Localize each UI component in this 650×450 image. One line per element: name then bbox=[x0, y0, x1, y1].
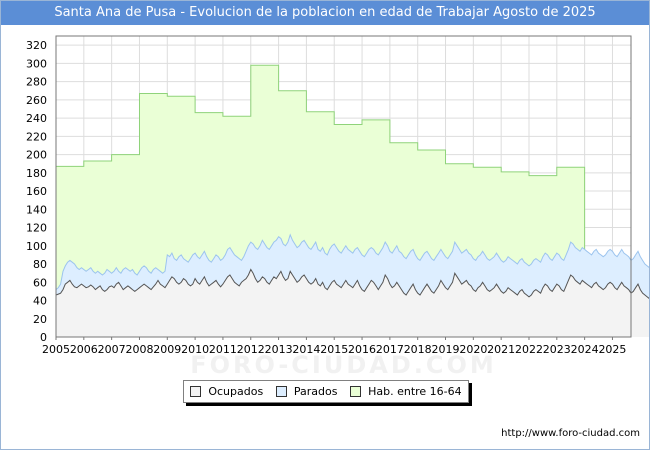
y-tick-label: 300 bbox=[26, 57, 47, 70]
x-tick-label: 2025 bbox=[598, 343, 626, 356]
x-tick-label: 2005 bbox=[42, 343, 70, 356]
ocupados-line bbox=[55, 268, 649, 299]
y-tick-label: 240 bbox=[26, 112, 47, 125]
y-tick-label: 180 bbox=[26, 167, 47, 180]
hab-line bbox=[56, 64, 586, 250]
y-tick-label: 80 bbox=[33, 258, 47, 271]
y-tick-label: 20 bbox=[33, 313, 47, 326]
y-tick-label: 280 bbox=[26, 76, 47, 89]
y-tick-label: 200 bbox=[26, 149, 47, 162]
y-tick-label: 220 bbox=[26, 130, 47, 143]
x-tick-label: 2021 bbox=[487, 343, 515, 356]
y-tick-label: 60 bbox=[33, 276, 47, 289]
x-tick-label: 2006 bbox=[70, 343, 98, 356]
y-tick-label: 320 bbox=[26, 39, 47, 52]
legend-label-ocupados: Ocupados bbox=[208, 385, 264, 398]
legend-item-hab: Hab. entre 16-64 bbox=[350, 385, 462, 398]
legend-label-hab: Hab. entre 16-64 bbox=[368, 385, 462, 398]
ocupados-area bbox=[56, 269, 649, 337]
y-tick-label: 160 bbox=[26, 185, 47, 198]
x-tick-label: 2012 bbox=[237, 343, 265, 356]
x-tick-label: 2022 bbox=[515, 343, 543, 356]
x-tick-label: 2018 bbox=[404, 343, 432, 356]
y-tick-label: 140 bbox=[26, 203, 47, 216]
chart-title: Santa Ana de Pusa - Evolucion de la pobl… bbox=[1, 1, 649, 25]
x-tick-label: 2010 bbox=[181, 343, 209, 356]
y-tick-label: 260 bbox=[26, 94, 47, 107]
x-tick-label: 2014 bbox=[292, 343, 320, 356]
watermark: FORO-CIUDAD.COM bbox=[190, 351, 497, 379]
x-tick-label: 2024 bbox=[571, 343, 599, 356]
x-tick-label: 2017 bbox=[376, 343, 404, 356]
y-tick-label: 40 bbox=[33, 295, 47, 308]
y-tick-label: 120 bbox=[26, 222, 47, 235]
x-tick-label: 2020 bbox=[459, 343, 487, 356]
y-tick-label: 100 bbox=[26, 240, 47, 253]
legend-label-parados: Parados bbox=[293, 385, 338, 398]
legend-item-parados: Parados bbox=[275, 385, 338, 398]
legend-swatch-ocupados bbox=[190, 386, 202, 397]
x-tick-label: 2015 bbox=[320, 343, 348, 356]
x-tick-label: 2019 bbox=[432, 343, 460, 356]
x-tick-label: 2007 bbox=[98, 343, 126, 356]
x-tick-label: 2011 bbox=[209, 343, 237, 356]
x-tick-label: 2009 bbox=[153, 343, 181, 356]
footer-url: http://www.foro-ciudad.com bbox=[501, 428, 640, 439]
x-tick-label: 2013 bbox=[265, 343, 293, 356]
x-tick-label: 2008 bbox=[125, 343, 153, 356]
plot-frame bbox=[55, 35, 632, 338]
x-tick-label: 2023 bbox=[543, 343, 571, 356]
legend-swatch-parados bbox=[275, 386, 287, 397]
parados-line bbox=[55, 233, 649, 290]
x-tick-label: 2016 bbox=[348, 343, 376, 356]
legend-item-ocupados: Ocupados bbox=[190, 385, 263, 398]
legend-swatch-hab bbox=[350, 386, 362, 397]
chart-legend: Ocupados Parados Hab. entre 16-64 bbox=[183, 380, 469, 403]
y-tick-label: 0 bbox=[40, 331, 47, 344]
